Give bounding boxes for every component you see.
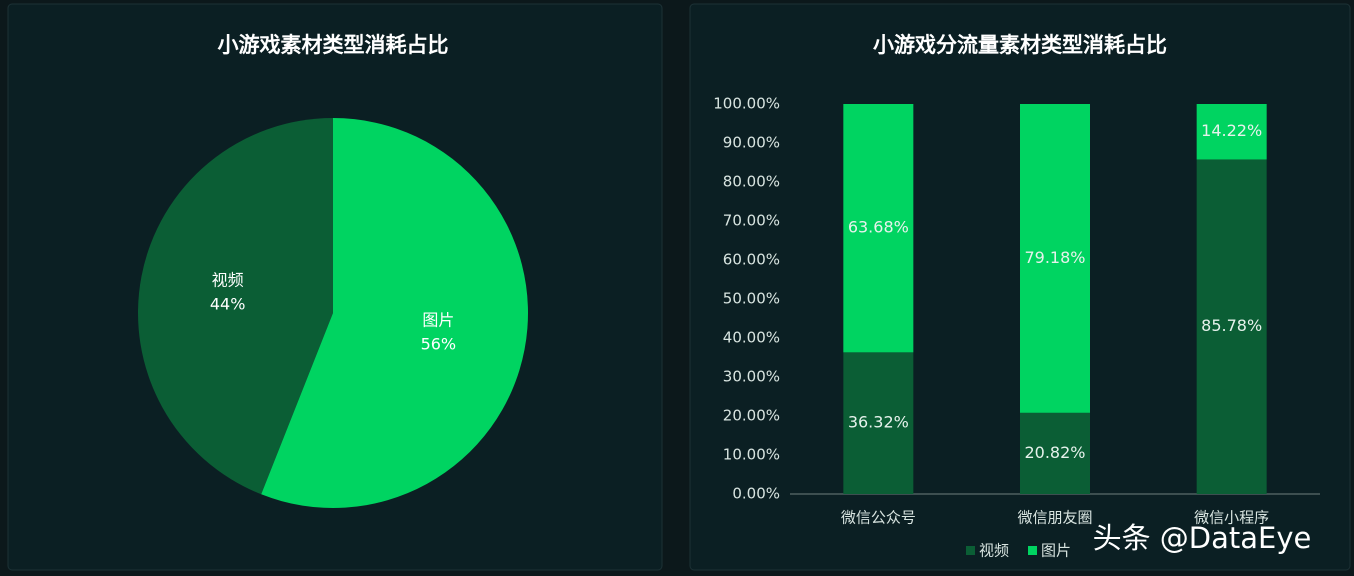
legend-swatch (1028, 546, 1037, 555)
slice-value-label: 56% (421, 335, 457, 354)
chart-title: 小游戏素材类型消耗占比 (218, 33, 449, 57)
pie-slice (138, 118, 333, 495)
legend-swatch (966, 546, 975, 555)
bar-value-label: 85.78% (1201, 316, 1262, 335)
legend-label: 视频 (979, 542, 1009, 560)
slice-label: 图片 (422, 311, 454, 330)
bar-segment (843, 352, 914, 494)
y-tick-label: 60.00% (723, 251, 780, 269)
bar-segment (1020, 104, 1090, 413)
chart-title: 小游戏分流量素材类型消耗占比 (873, 33, 1167, 57)
slice-label: 视频 (212, 270, 244, 289)
slice-value-label: 44% (210, 294, 246, 313)
bar-value-label: 63.68% (848, 218, 909, 237)
bar-value-label: 14.22% (1201, 121, 1262, 140)
bar-value-label: 36.32% (848, 413, 909, 432)
bar-segment (1196, 159, 1267, 494)
bar-value-label: 20.82% (1024, 443, 1085, 462)
y-tick-label: 40.00% (723, 329, 780, 347)
bar-segment (1196, 104, 1267, 160)
bar-segment (1020, 412, 1090, 494)
y-tick-label: 70.00% (723, 212, 780, 230)
watermark: 头条 @DataEye (1093, 521, 1312, 555)
pie-slice (261, 118, 528, 509)
x-tick-label: 微信小程序 (1194, 509, 1269, 527)
x-tick-label: 微信朋友圈 (1017, 509, 1092, 527)
x-tick-label: 微信公众号 (841, 509, 916, 527)
bar-segment (843, 104, 914, 353)
y-tick-label: 50.00% (723, 290, 780, 308)
y-tick-label: 100.00% (713, 95, 780, 113)
y-tick-label: 10.00% (723, 446, 780, 464)
legend-label: 图片 (1041, 542, 1071, 560)
y-tick-label: 80.00% (723, 173, 780, 191)
bar-value-label: 79.18% (1024, 248, 1085, 267)
y-tick-label: 30.00% (723, 368, 780, 386)
y-tick-label: 90.00% (723, 134, 780, 152)
y-tick-label: 20.00% (723, 407, 780, 425)
y-tick-label: 0.00% (732, 485, 780, 503)
